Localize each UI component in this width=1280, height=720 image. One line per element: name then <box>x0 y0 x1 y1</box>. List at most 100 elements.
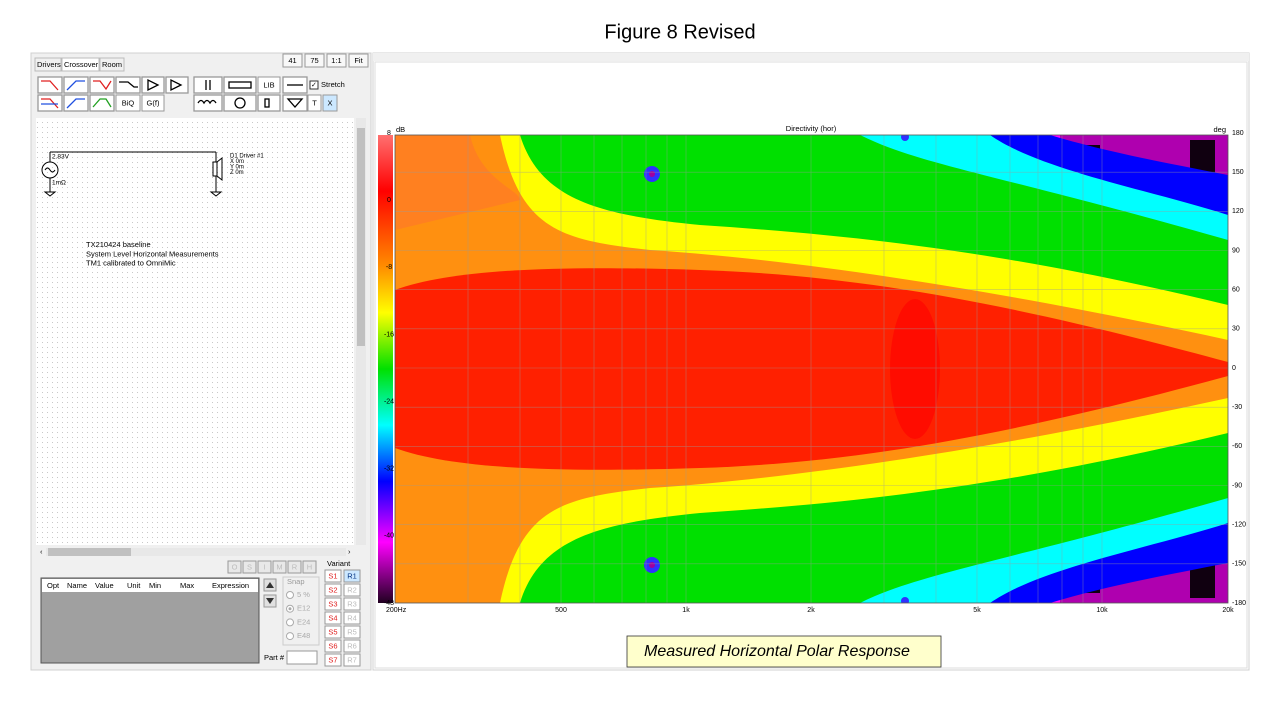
snap-radio-dot <box>288 607 292 611</box>
schematic-grid <box>36 118 354 545</box>
variant-s-button-label: S4 <box>328 613 337 622</box>
check-mark: ✓ <box>311 82 317 89</box>
plot-border <box>394 134 1229 604</box>
plot-toolbar <box>373 53 1249 61</box>
angle-tick-label: -60 <box>1232 443 1242 450</box>
plot-title: Directivity (hor) <box>786 124 837 133</box>
zoom-button[interactable] <box>348 53 369 68</box>
variant-r-button[interactable] <box>343 583 361 597</box>
mode-button[interactable] <box>227 560 242 574</box>
variant-r-button-label: R4 <box>347 613 357 622</box>
snap-radio[interactable] <box>286 618 294 627</box>
mode-button[interactable] <box>272 560 287 574</box>
colorbar-tick-label: 8 <box>387 130 391 137</box>
schematic-note: TX210424 baseline <box>86 240 151 249</box>
variant-r-button[interactable] <box>343 611 361 625</box>
snap-option: E48 <box>297 631 310 640</box>
scroll-left[interactable]: ‹ <box>40 547 43 556</box>
h-scroll-thumb[interactable] <box>48 548 131 556</box>
mode-button-label: H <box>307 562 312 571</box>
stretch-checkbox[interactable] <box>309 80 319 90</box>
mode-button-label: M <box>276 562 282 571</box>
tab[interactable] <box>61 57 100 72</box>
snap-option: E24 <box>297 617 310 626</box>
schematic <box>41 151 223 197</box>
toolbar-button-label: T <box>312 98 317 107</box>
toolbar-icons <box>37 76 308 112</box>
toolbar-button[interactable] <box>322 94 338 112</box>
angle-tick-label: 120 <box>1232 208 1244 215</box>
tab[interactable] <box>34 57 62 72</box>
table-header <box>42 579 258 592</box>
variant-r-button-label: R5 <box>347 627 357 636</box>
variant-r-button[interactable] <box>343 653 361 667</box>
variant-s-button[interactable] <box>324 639 342 653</box>
mode-button[interactable] <box>242 560 257 574</box>
toolbar-button[interactable] <box>115 94 141 112</box>
freq-tick-label: 5k <box>973 607 981 614</box>
tab[interactable] <box>99 57 125 72</box>
toolbar-button[interactable] <box>257 76 281 94</box>
zoom-button[interactable] <box>326 53 347 68</box>
zoom-button[interactable] <box>282 53 303 68</box>
colorbar-tick-label: -32 <box>384 466 394 473</box>
driver-label: Y 0m <box>230 165 244 171</box>
angle-tick-label: -120 <box>1232 522 1246 529</box>
colorbar-tick-label: -24 <box>384 398 394 405</box>
variant-s-button[interactable] <box>324 653 342 667</box>
h-scrollbar[interactable] <box>46 548 346 556</box>
variant-r-button-label: R6 <box>347 641 357 650</box>
part-input[interactable] <box>286 650 318 665</box>
stretch-label: Stretch <box>321 80 345 89</box>
variant-s-button[interactable] <box>324 625 342 639</box>
column-header: Min <box>149 581 161 590</box>
snap-radio[interactable] <box>286 591 294 599</box>
mode-button[interactable] <box>257 560 272 574</box>
v-scroll-thumb[interactable] <box>357 128 365 346</box>
zoom-button[interactable] <box>304 53 325 68</box>
column-header: Expression <box>212 581 249 590</box>
variant-s-button[interactable] <box>324 611 342 625</box>
variant-s-button[interactable] <box>324 569 342 583</box>
variant-r-button[interactable] <box>343 625 361 639</box>
mode-button[interactable] <box>287 560 302 574</box>
snap-radio[interactable] <box>286 632 294 641</box>
schematic-note: System Level Horizontal Measurements <box>86 249 219 258</box>
mode-button-label: R <box>292 562 298 571</box>
variant-r-button[interactable] <box>343 597 361 611</box>
zoom-button-label: 1:1 <box>331 56 341 65</box>
variant-r-button[interactable] <box>343 639 361 653</box>
toolbar-button-label: LIB <box>263 80 274 89</box>
angle-unit: deg <box>1213 125 1226 134</box>
down-arrow <box>266 598 274 604</box>
scroll-right[interactable]: › <box>348 547 351 556</box>
colorbar-tick-label: -40 <box>384 533 394 540</box>
toolbar-button[interactable] <box>307 94 322 112</box>
mode-button[interactable] <box>302 560 317 574</box>
angle-tick-label: 0 <box>1232 365 1236 372</box>
toolbar-button[interactable] <box>141 94 165 112</box>
variant-r-button-label: R2 <box>347 585 357 594</box>
variant-s-button[interactable] <box>324 583 342 597</box>
driver-label: X 0m <box>230 159 244 165</box>
variant-r-button[interactable] <box>343 569 361 583</box>
freq-tick-label: 200Hz <box>386 607 407 614</box>
caption: Measured Horizontal Polar Response <box>644 643 910 660</box>
variant-s-button-label: S3 <box>328 599 337 608</box>
column-header: Unit <box>127 581 141 590</box>
freq-tick-label: 1k <box>682 607 690 614</box>
variant-s-button[interactable] <box>324 597 342 611</box>
colorbar-unit: dB <box>396 125 405 134</box>
variant-r-button-label: R1 <box>347 571 357 580</box>
zoom-button-label: 75 <box>310 56 318 65</box>
slide-title: Figure 8 Revised <box>604 21 755 43</box>
variant-s-button-label: S5 <box>328 627 337 636</box>
colorbar-tick-label: -16 <box>384 331 394 338</box>
zoom-button-label: 41 <box>288 56 296 65</box>
part-label: Part # <box>264 653 285 662</box>
snap-option: 5 % <box>297 590 310 599</box>
caption-box <box>626 635 942 668</box>
angle-tick-label: 180 <box>1232 130 1244 137</box>
angle-tick-label: 30 <box>1232 326 1240 333</box>
